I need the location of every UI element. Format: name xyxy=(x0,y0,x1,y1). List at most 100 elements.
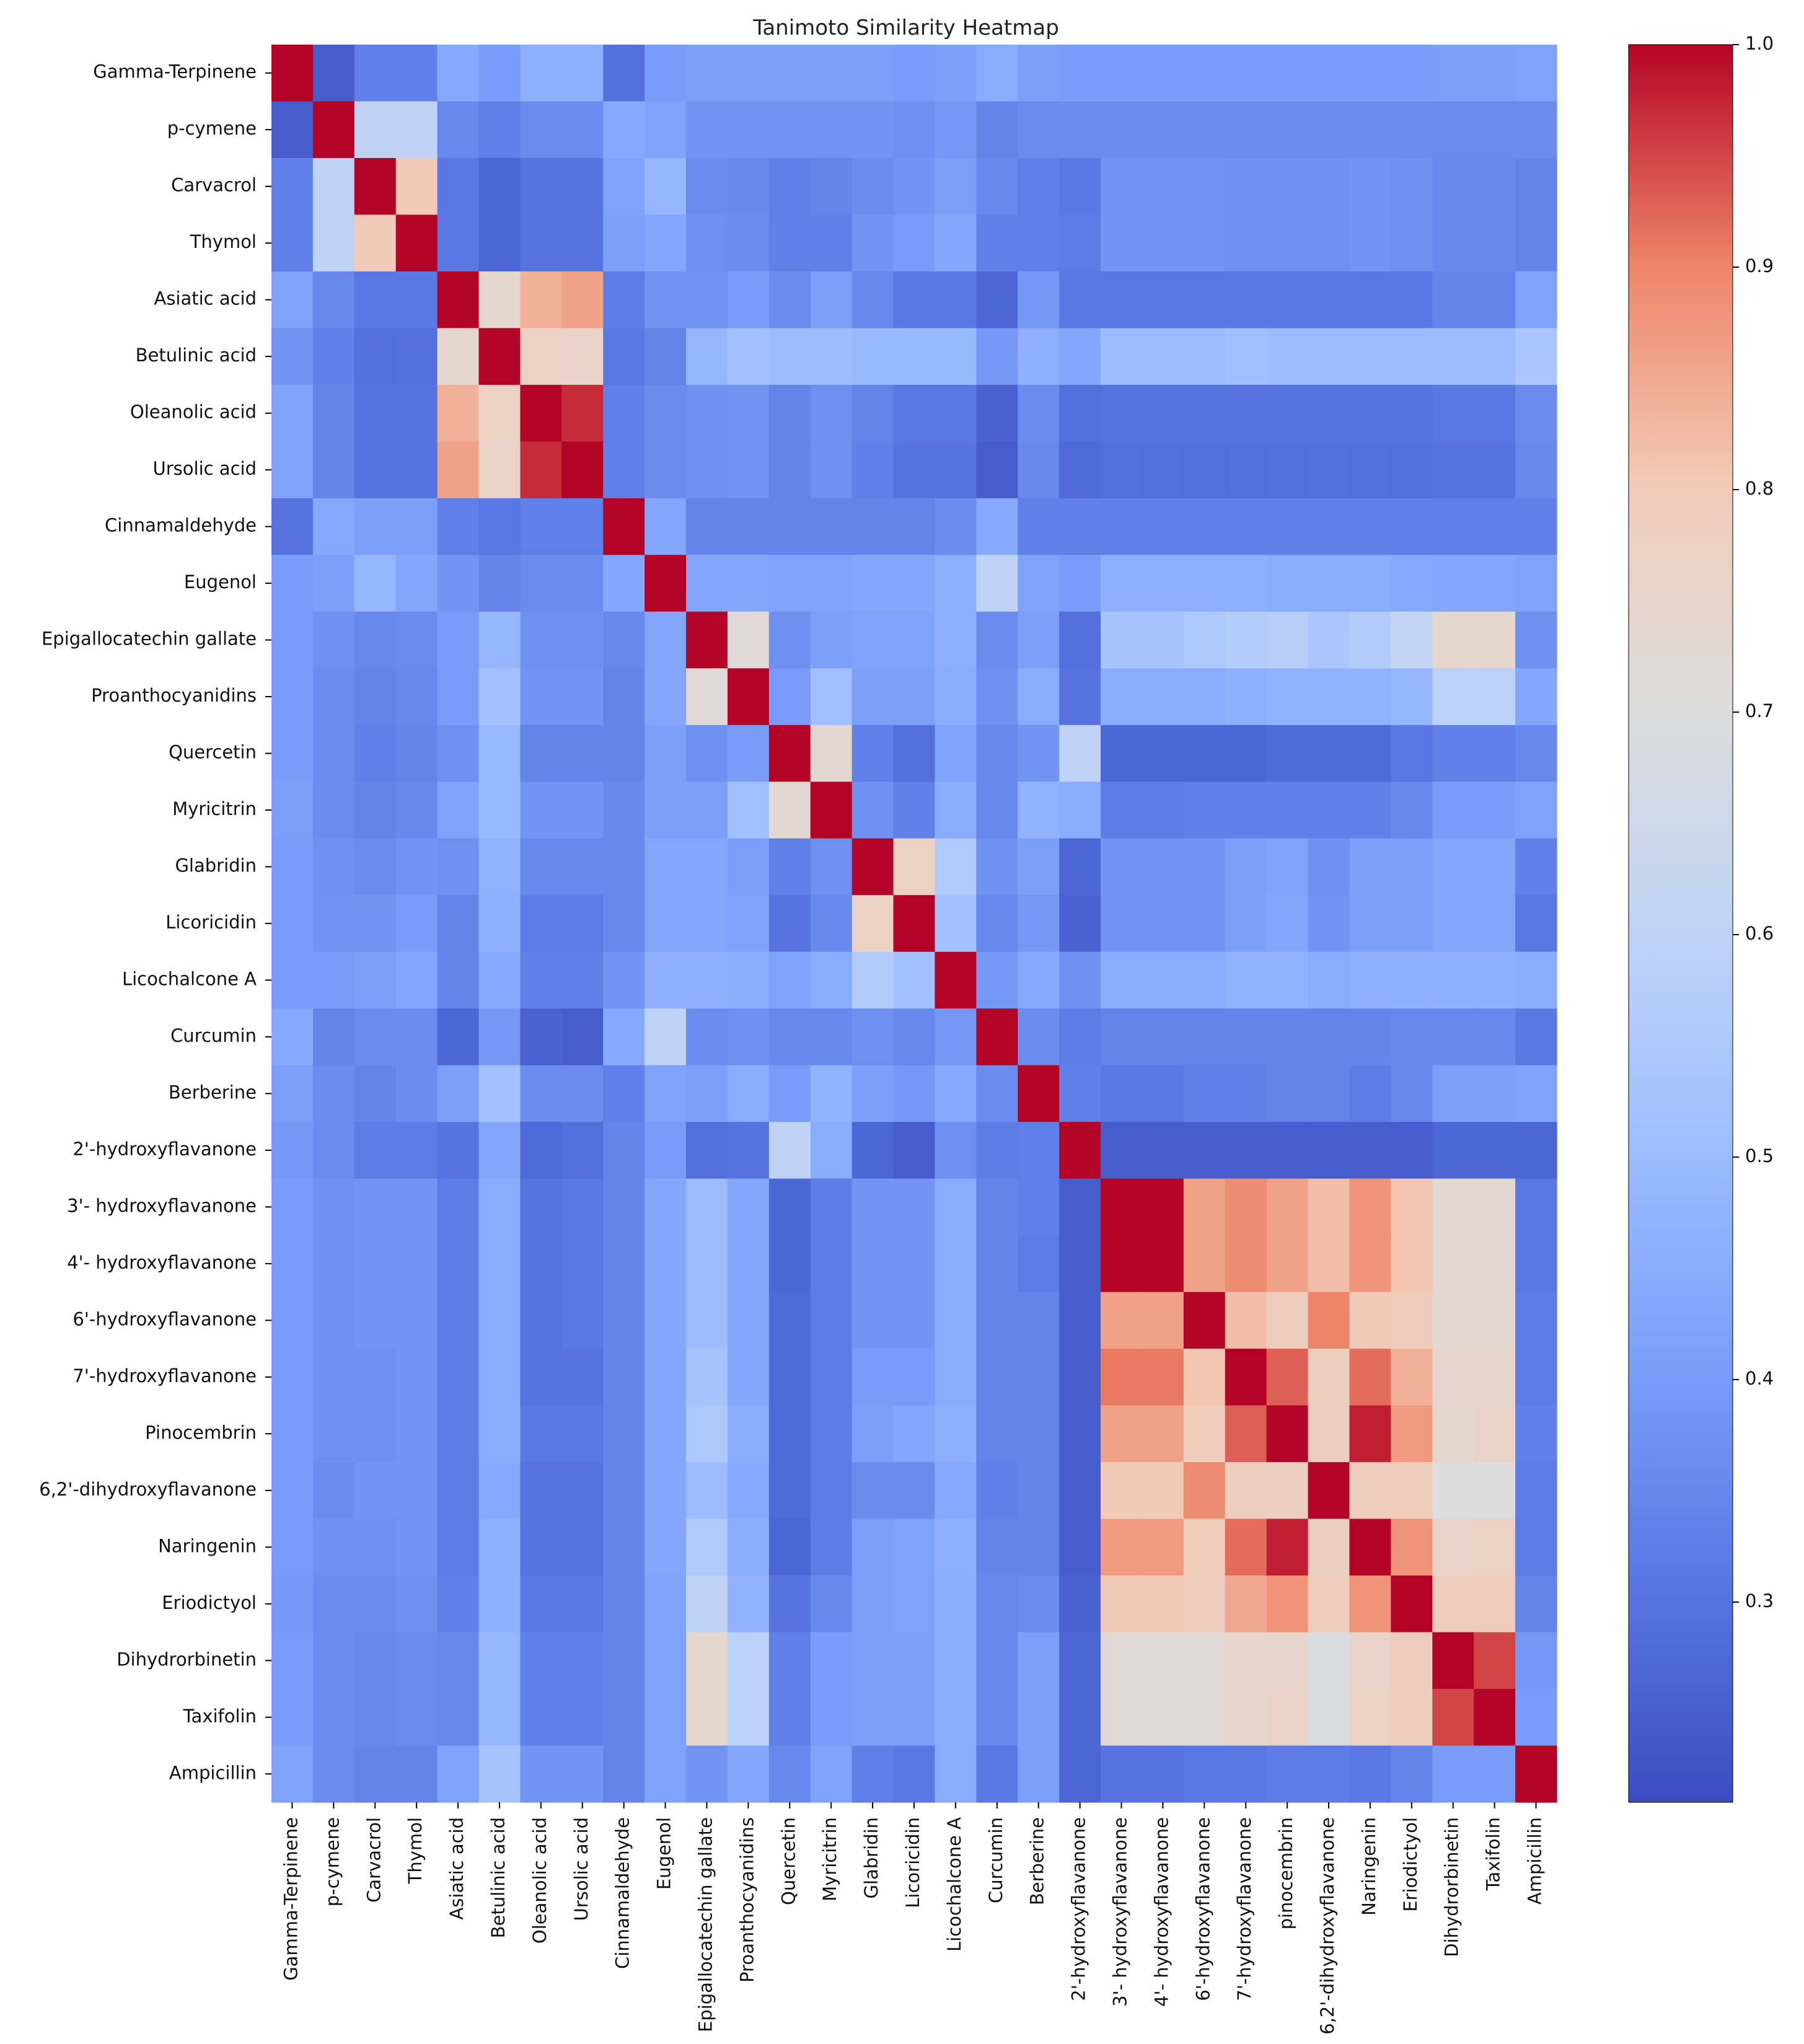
heatmap-cell xyxy=(478,271,521,329)
heatmap-cell xyxy=(603,555,645,612)
heatmap-cell xyxy=(727,1292,770,1349)
column-label: Glabridin xyxy=(861,1817,882,1899)
heatmap-cell xyxy=(1059,1462,1101,1520)
heatmap-cell xyxy=(851,782,894,839)
colorbar-ticks: 0.3 0.4 0.5 0.6 0.7 0.8 0.9 1.0 xyxy=(1733,33,1774,1611)
heatmap-cell xyxy=(1266,1349,1309,1406)
heatmap-cell xyxy=(1018,271,1060,329)
heatmap-cell xyxy=(312,1689,355,1747)
heatmap-cell xyxy=(520,1405,562,1463)
heatmap-cell xyxy=(893,384,936,442)
heatmap-cell xyxy=(1142,1292,1184,1349)
heatmap-cell xyxy=(478,951,521,1009)
heatmap-cell xyxy=(935,384,977,442)
heatmap-cell xyxy=(1183,441,1226,499)
heatmap-cell xyxy=(1515,1122,1557,1179)
heatmap-cell xyxy=(437,1292,480,1349)
heatmap-cell xyxy=(1391,1462,1433,1520)
heatmap-cell xyxy=(686,895,728,953)
heatmap-cell xyxy=(1308,328,1350,385)
heatmap-cell xyxy=(1474,1008,1516,1066)
heatmap-cell xyxy=(810,951,853,1009)
heatmap-cell xyxy=(271,1292,314,1349)
heatmap-cell xyxy=(645,611,687,669)
heatmap-cell xyxy=(1391,101,1433,159)
heatmap-cell xyxy=(1308,1122,1350,1179)
heatmap-cell xyxy=(354,45,397,102)
heatmap-cell xyxy=(437,1518,480,1576)
heatmap-cell xyxy=(437,1462,480,1520)
heatmap-cell xyxy=(1183,157,1226,216)
heatmap-cell xyxy=(686,441,728,499)
heatmap-cell xyxy=(603,1518,645,1576)
heatmap-cell xyxy=(1474,951,1516,1009)
heatmap-cell xyxy=(603,1575,645,1633)
heatmap-cell xyxy=(354,1122,397,1179)
heatmap-cell xyxy=(354,1632,397,1689)
heatmap-cell xyxy=(1225,1178,1267,1236)
heatmap-cell xyxy=(1308,668,1350,726)
heatmap-cell xyxy=(1432,328,1474,385)
heatmap-cell xyxy=(1432,271,1474,329)
heatmap-cell xyxy=(1059,384,1101,442)
heatmap-cell xyxy=(1142,1632,1184,1689)
heatmap-cell xyxy=(603,1065,645,1122)
heatmap-cell xyxy=(1142,951,1184,1009)
heatmap-cell xyxy=(1349,1065,1391,1122)
heatmap-cell xyxy=(851,441,894,499)
heatmap-cell xyxy=(1391,1122,1433,1179)
heatmap-cell xyxy=(686,1235,728,1293)
heatmap-cell xyxy=(768,1008,811,1066)
heatmap-cell xyxy=(1515,1235,1557,1293)
heatmap-cell xyxy=(437,725,480,782)
heatmap-cell xyxy=(271,45,314,102)
heatmap-cell xyxy=(1183,1575,1226,1633)
heatmap-cell xyxy=(271,157,314,216)
heatmap-cell xyxy=(1142,838,1184,896)
row-label: Dihydrorbinetin xyxy=(117,1649,257,1670)
heatmap-cell xyxy=(1266,1462,1309,1520)
heatmap-cell xyxy=(1474,498,1516,555)
heatmap-cell xyxy=(271,611,314,669)
heatmap-cell xyxy=(976,725,1018,782)
column-label: 6'-hydroxyflavanone xyxy=(1192,1817,1213,2001)
heatmap-cell xyxy=(1515,1575,1557,1633)
heatmap-cell xyxy=(520,1518,562,1576)
heatmap-cell xyxy=(395,725,438,782)
row-labels: Gamma-Terpinene p-cymene Carvacrol Thymol As… xyxy=(39,61,271,1783)
heatmap-cell xyxy=(395,1292,438,1349)
column-label: Licoricidin xyxy=(902,1817,923,1908)
heatmap-cell xyxy=(893,214,936,272)
heatmap-cell xyxy=(686,157,728,216)
heatmap-cell xyxy=(1391,1575,1433,1633)
heatmap-cell xyxy=(1515,1008,1557,1066)
heatmap-cell xyxy=(727,1122,770,1179)
heatmap-cell xyxy=(1142,498,1184,555)
heatmap-cell xyxy=(1225,1065,1267,1122)
heatmap-cell xyxy=(935,1235,977,1293)
heatmap-cell xyxy=(1432,1235,1474,1293)
heatmap-cell xyxy=(686,1178,728,1236)
heatmap-cell xyxy=(768,328,811,385)
heatmap-cell xyxy=(1391,1349,1433,1406)
heatmap-cell xyxy=(810,1235,853,1293)
heatmap-cell xyxy=(1183,838,1226,896)
heatmap-cell xyxy=(1391,951,1433,1009)
row-label: Taxifolin xyxy=(183,1706,257,1727)
heatmap-cell xyxy=(768,441,811,499)
heatmap-cell xyxy=(810,1178,853,1236)
heatmap-cell xyxy=(1474,214,1516,272)
heatmap-cell xyxy=(561,498,604,555)
heatmap-cell xyxy=(478,1122,521,1179)
row-label: Naringenin xyxy=(158,1535,257,1556)
heatmap-cell xyxy=(271,1518,314,1576)
heatmap-cell xyxy=(1349,1008,1391,1066)
heatmap-cell xyxy=(686,1292,728,1349)
heatmap-cell xyxy=(520,384,562,442)
heatmap-cell xyxy=(768,1462,811,1520)
heatmap-cell xyxy=(935,441,977,499)
column-label: Ampicillin xyxy=(1525,1817,1546,1905)
heatmap-cell xyxy=(1183,1462,1226,1520)
heatmap-cell xyxy=(395,555,438,612)
heatmap-cell xyxy=(1225,101,1267,159)
